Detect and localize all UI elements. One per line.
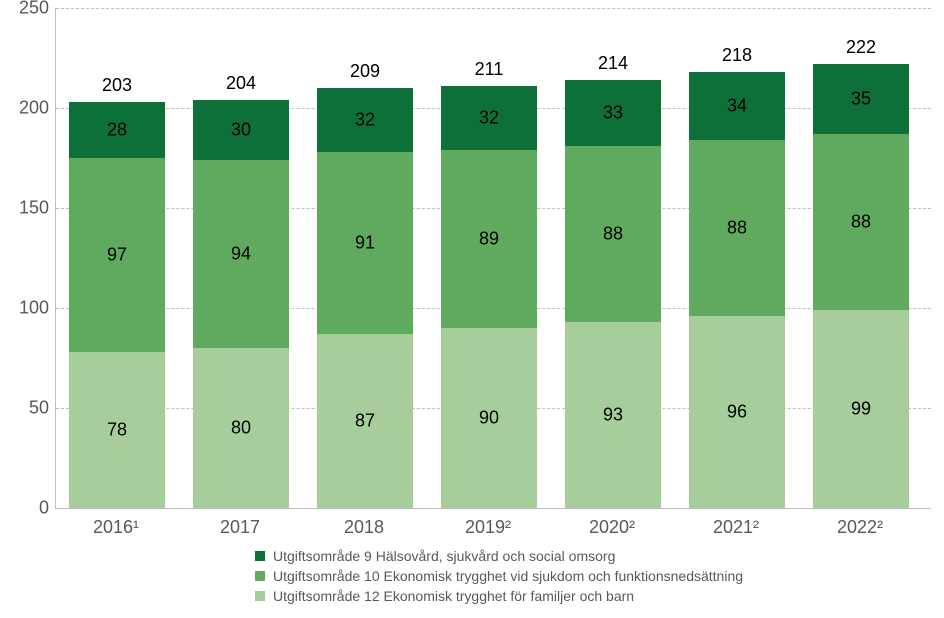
legend: Utgiftsområde 9 Hälsovård, sjukvård och …: [255, 548, 743, 608]
legend-swatch: [255, 571, 265, 581]
bar-value-label: 87: [317, 411, 413, 432]
x-tick: 2020²: [589, 517, 635, 538]
legend-item: Utgiftsområde 10 Ekonomisk trygghet vid …: [255, 568, 743, 584]
bar-value-label: 32: [317, 110, 413, 131]
bar-value-label: 34: [689, 96, 785, 117]
gridline: [56, 8, 931, 9]
legend-label: Utgiftsområde 10 Ekonomisk trygghet vid …: [273, 568, 743, 584]
bar-value-label: 33: [565, 103, 661, 124]
bar-value-label: 88: [813, 212, 909, 233]
x-tick: 2016¹: [93, 517, 139, 538]
y-tick: 50: [0, 398, 49, 419]
x-tick: 2022²: [837, 517, 883, 538]
legend-item: Utgiftsområde 12 Ekonomisk trygghet för …: [255, 588, 743, 604]
legend-swatch: [255, 551, 265, 561]
y-tick: 0: [0, 498, 49, 519]
x-tick: 2017: [220, 517, 260, 538]
chart-container: 0 50 100 150 200 250 78 97 28 203 80 94 30 204 87 91 32…: [0, 0, 944, 618]
total-label: 218: [689, 45, 785, 66]
bar-value-label: 91: [317, 233, 413, 254]
x-tick: 2021²: [713, 517, 759, 538]
bar-value-label: 94: [193, 244, 289, 265]
total-label: 211: [441, 59, 537, 80]
total-label: 209: [317, 61, 413, 82]
total-label: 222: [813, 37, 909, 58]
plot-area: 78 97 28 203 80 94 30 204 87 91 32 209 90 89 32 211 93 88…: [55, 8, 931, 509]
bar-value-label: 88: [565, 224, 661, 245]
total-label: 204: [193, 73, 289, 94]
bar-value-label: 99: [813, 399, 909, 420]
bar-value-label: 97: [69, 245, 165, 266]
y-tick: 200: [0, 98, 49, 119]
bar-value-label: 88: [689, 218, 785, 239]
bar-value-label: 35: [813, 89, 909, 110]
bar-value-label: 93: [565, 405, 661, 426]
bar-value-label: 96: [689, 402, 785, 423]
legend-label: Utgiftsområde 12 Ekonomisk trygghet för …: [273, 588, 634, 604]
x-tick: 2018: [344, 517, 384, 538]
bar-value-label: 32: [441, 108, 537, 129]
total-label: 214: [565, 53, 661, 74]
bar-value-label: 80: [193, 418, 289, 439]
y-tick: 100: [0, 298, 49, 319]
y-tick: 250: [0, 0, 49, 19]
bar-value-label: 28: [69, 120, 165, 141]
bar-value-label: 30: [193, 120, 289, 141]
bar-value-label: 90: [441, 408, 537, 429]
bar-value-label: 89: [441, 229, 537, 250]
x-tick: 2019²: [465, 517, 511, 538]
total-label: 203: [69, 75, 165, 96]
legend-label: Utgiftsområde 9 Hälsovård, sjukvård och …: [273, 548, 615, 564]
y-tick: 150: [0, 198, 49, 219]
bar-value-label: 78: [69, 420, 165, 441]
legend-swatch: [255, 591, 265, 601]
legend-item: Utgiftsområde 9 Hälsovård, sjukvård och …: [255, 548, 743, 564]
